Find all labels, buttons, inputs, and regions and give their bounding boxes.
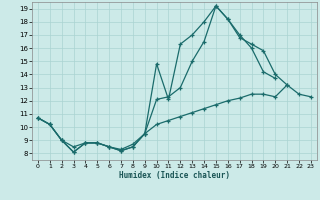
X-axis label: Humidex (Indice chaleur): Humidex (Indice chaleur) [119, 171, 230, 180]
